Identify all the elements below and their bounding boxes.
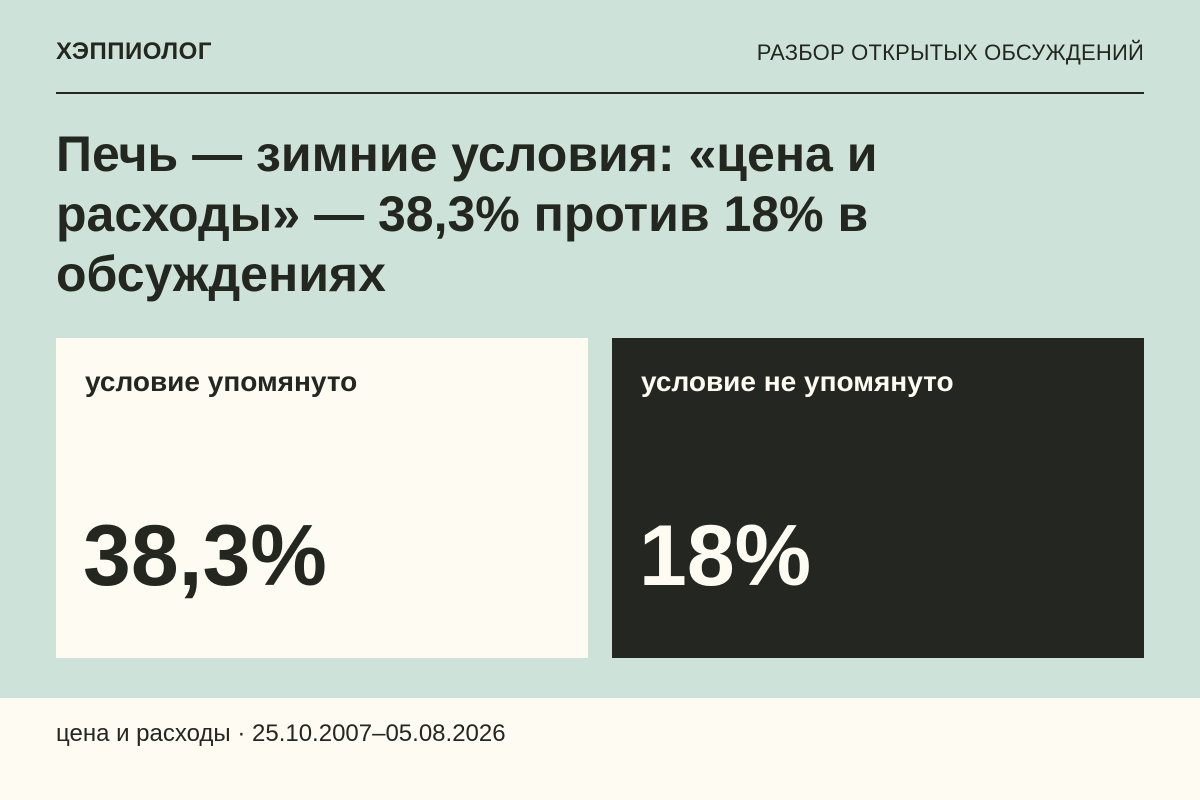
not-mentioned-value: 18% [639, 508, 812, 604]
footer-caption: цена и расходы · 25.10.2007–05.08.2026 [56, 720, 506, 747]
footer-bar: цена и расходы · 25.10.2007–05.08.2026 [0, 698, 1200, 800]
page-title: Печь — зимние условия: «цена и расходы» … [56, 126, 878, 302]
not-mentioned-card: условие не упомянуто 18% [612, 338, 1144, 658]
mentioned-value: 38,3% [83, 508, 327, 604]
section-label: РАЗБОР ОТКРЫТЫХ ОБСУЖДЕНИЙ [756, 40, 1144, 65]
not-mentioned-label: условие не упомянуто [641, 366, 954, 397]
mentioned-card: условие упомянуто 38,3% [56, 338, 588, 658]
mentioned-label: условие упомянуто [85, 366, 358, 397]
brand-name: ХЭППИОЛОГ [56, 38, 212, 65]
header-divider [56, 92, 1144, 94]
